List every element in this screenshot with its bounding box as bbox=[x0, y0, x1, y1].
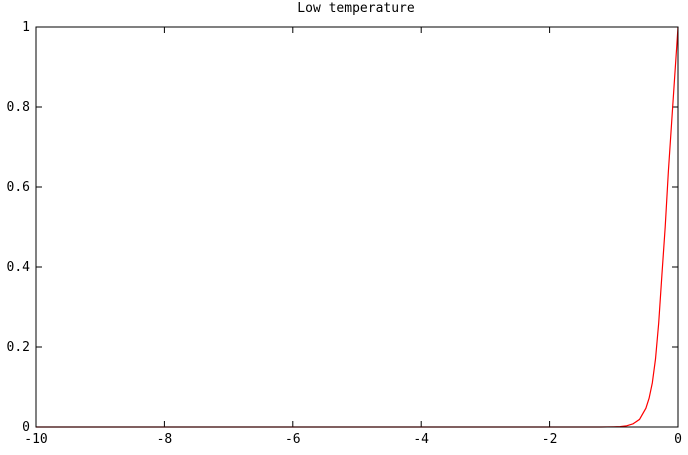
axis-ticks bbox=[35, 26, 679, 428]
x-tick-label: -2 bbox=[542, 432, 558, 447]
x-tick-label: -8 bbox=[157, 432, 173, 447]
chart-title: Low temperature bbox=[297, 1, 415, 16]
x-tick-label: -10 bbox=[24, 432, 47, 447]
tick-labels: -10 -8 -6 -4 -2 0 0 0.2 0.4 0.6 0.8 1 bbox=[7, 20, 682, 447]
x-tick-label: -6 bbox=[285, 432, 301, 447]
y-tick-label: 0.2 bbox=[7, 340, 30, 355]
x-tick-label: 0 bbox=[674, 432, 682, 447]
series-layer bbox=[36, 26, 679, 428]
y-tick-label: 0.8 bbox=[7, 100, 30, 115]
x-tick-label: -4 bbox=[413, 432, 429, 447]
plot-frame bbox=[35, 26, 679, 428]
y-tick-label: 0.6 bbox=[7, 180, 30, 195]
y-tick-label: 0.4 bbox=[7, 260, 31, 275]
y-tick-label: 1 bbox=[22, 20, 30, 35]
series-line bbox=[36, 26, 679, 428]
y-tick-label: 0 bbox=[22, 420, 30, 435]
